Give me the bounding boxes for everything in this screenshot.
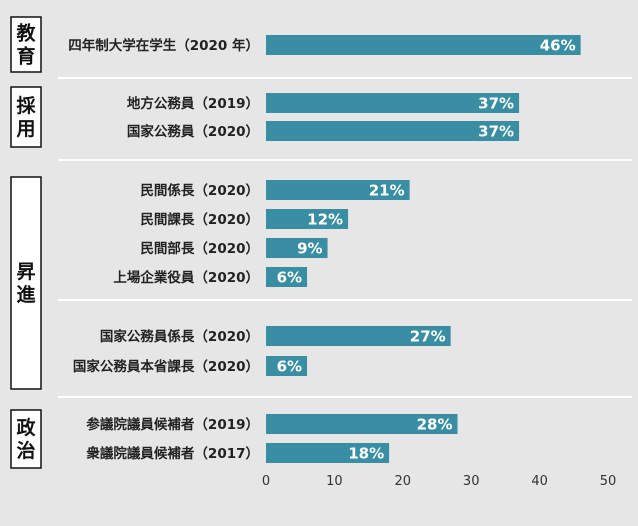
bar	[266, 326, 451, 346]
category-label: 民間部長（2020）	[140, 240, 259, 257]
value-label: 6%	[277, 269, 302, 287]
value-label: 37%	[478, 95, 514, 113]
value-label: 28%	[417, 416, 453, 434]
category-label: 地方公務員（2019）	[127, 95, 259, 112]
bar	[266, 209, 349, 229]
category-label: 上場企業役員（2020）	[113, 269, 259, 286]
x-tick-label: 50	[600, 474, 617, 489]
value-label: 21%	[369, 182, 405, 200]
category-label: 衆議院議員候補者（2017）	[86, 445, 259, 462]
bar	[266, 35, 581, 55]
group-label: 政治	[16, 416, 36, 462]
category-label: 国家公務員（2020）	[127, 123, 259, 140]
category-label: 国家公務員本省課長（2020）	[73, 358, 259, 375]
value-label: 6%	[277, 358, 302, 376]
x-tick-label: 30	[463, 474, 480, 489]
group-box	[10, 86, 42, 148]
value-label: 27%	[410, 328, 446, 346]
bar	[266, 356, 308, 376]
group-box	[10, 176, 42, 390]
bar	[266, 443, 390, 463]
group-label: 採用	[16, 95, 36, 140]
group-label: 昇進	[16, 261, 35, 306]
bar	[266, 267, 308, 287]
category-label: 参議院議員候補者（2019）	[86, 416, 259, 433]
value-label: 12%	[307, 211, 343, 229]
category-label: 四年制大学在学生（2020 年）	[68, 37, 259, 54]
value-label: 9%	[297, 240, 322, 258]
bar	[266, 180, 410, 200]
bar	[266, 121, 520, 141]
category-label: 国家公務員係長（2020）	[100, 328, 259, 345]
bar	[266, 238, 328, 258]
category-label: 民間課長（2020）	[140, 211, 259, 228]
group-label: 教育	[16, 21, 36, 67]
x-tick-label: 10	[326, 474, 343, 489]
value-label: 37%	[478, 123, 514, 141]
bar	[266, 414, 458, 434]
value-label: 46%	[540, 37, 576, 55]
x-tick-label: 40	[531, 474, 548, 489]
group-box	[10, 16, 42, 73]
x-tick-label: 20	[395, 474, 412, 489]
group-box	[10, 409, 42, 469]
bar	[266, 93, 520, 113]
x-tick-label: 0	[262, 474, 270, 489]
category-label: 民間係長（2020）	[140, 182, 259, 199]
value-label: 18%	[348, 445, 384, 463]
